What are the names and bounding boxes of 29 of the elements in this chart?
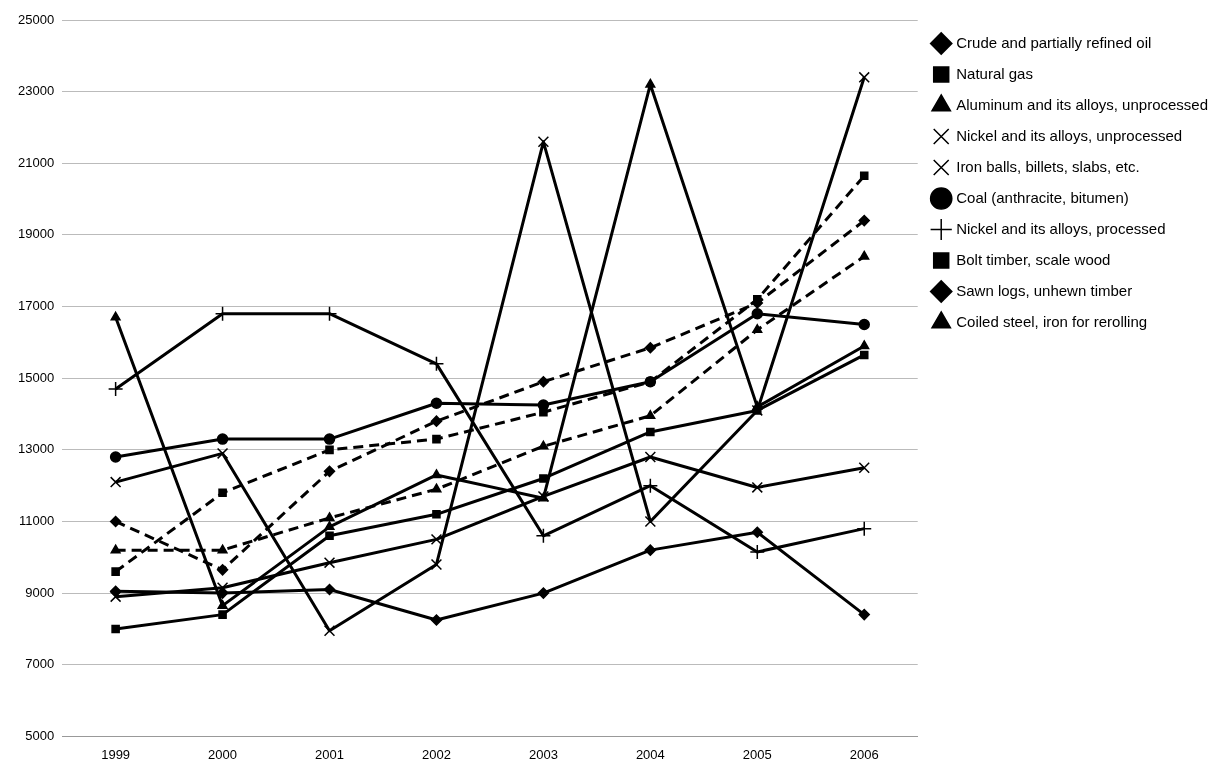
x-tick-label: 1999: [101, 746, 131, 762]
legend-label: Sawn logs, unhewn timber: [956, 281, 1133, 299]
legend-label: Aluminum and its alloys, unprocessed: [956, 95, 1208, 113]
legend-label: Natural gas: [956, 64, 1033, 82]
y-tick-label: 17000: [17, 298, 55, 314]
x-tick-label: 2005: [742, 746, 772, 762]
legend-label: Bolt timber, scale wood: [956, 250, 1111, 268]
y-tick-label: 13000: [17, 441, 55, 457]
legend-label: Nickel and its alloys, unprocessed: [956, 126, 1183, 144]
y-tick-label: 5000: [25, 727, 55, 743]
x-tick-label: 2006: [849, 746, 879, 762]
legend-label: Coiled steel, iron for rerolling: [956, 312, 1148, 330]
legend-label: Coal (anthracite, bitumen): [956, 188, 1129, 206]
y-tick-label: 9000: [25, 584, 55, 600]
y-tick-label: 15000: [17, 369, 55, 385]
legend-label: Iron balls, billets, slabs, etc.: [956, 157, 1140, 175]
y-tick-label: 11000: [18, 513, 55, 529]
legend-label: Nickel and its alloys, processed: [956, 219, 1166, 237]
y-tick-label: 25000: [17, 11, 55, 27]
x-tick-label: 2003: [528, 746, 558, 762]
legend-label: Crude and partially refined oil: [956, 33, 1152, 51]
x-tick-label: 2001: [315, 746, 344, 762]
y-tick-label: 19000: [17, 226, 55, 242]
x-tick-label: 2000: [208, 746, 238, 762]
y-tick-label: 7000: [25, 656, 55, 672]
x-tick-label: 2002: [422, 746, 451, 762]
x-tick-label: 2004: [635, 746, 665, 762]
y-tick-label: 23000: [17, 83, 55, 99]
y-tick-label: 21000: [17, 154, 55, 170]
